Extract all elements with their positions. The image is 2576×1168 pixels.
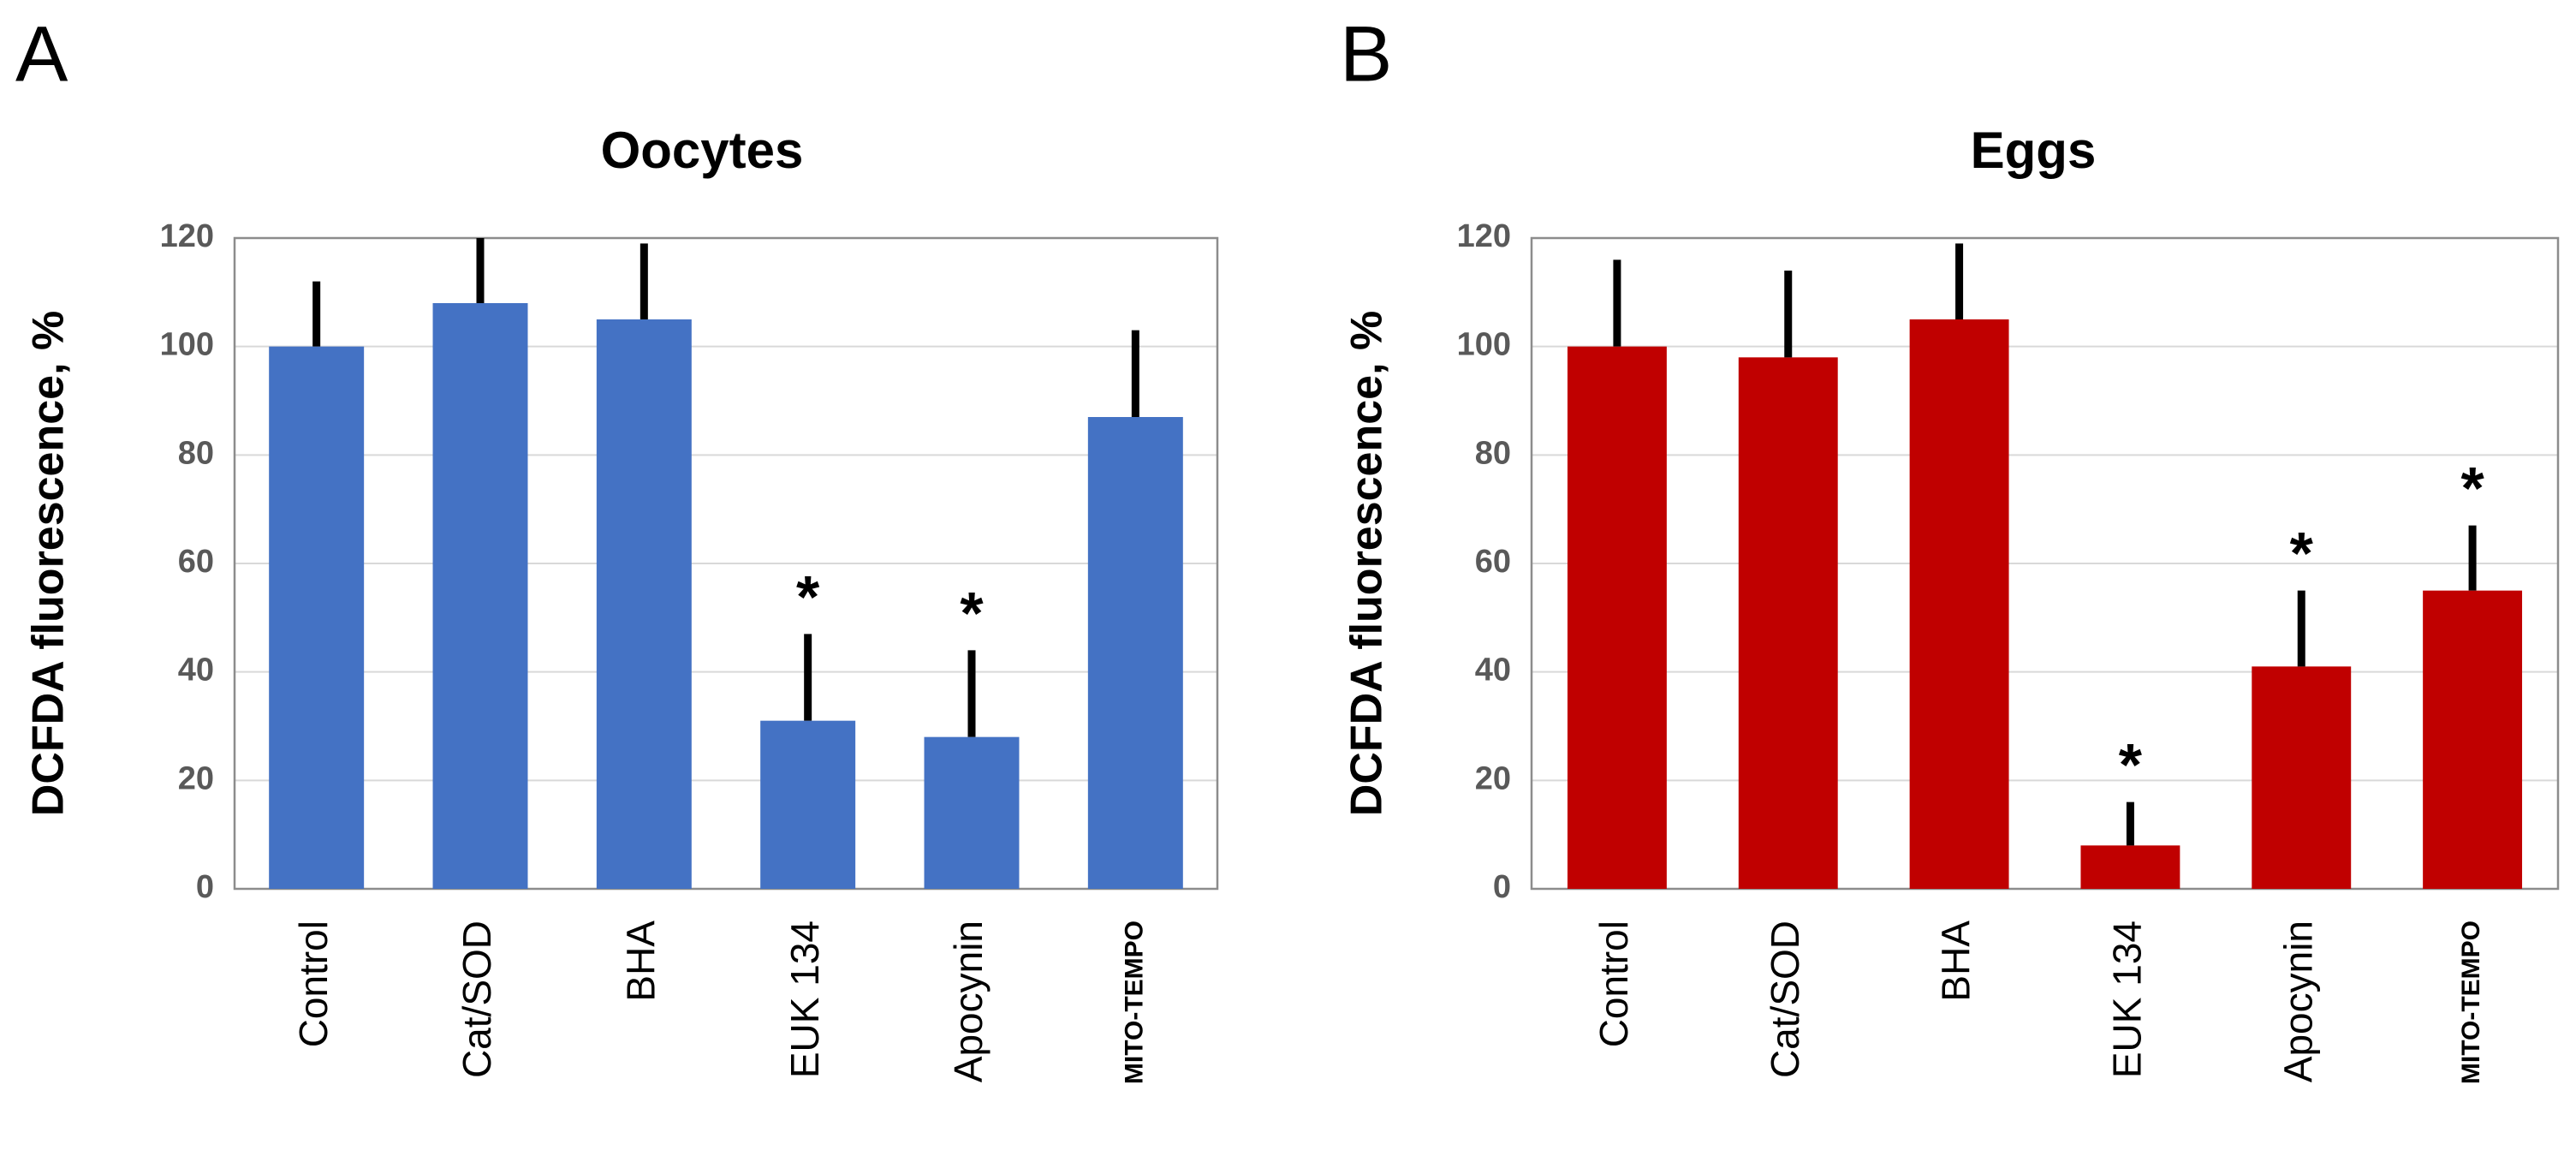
significance-marker: *: [796, 563, 820, 630]
x-tick-label: BHA: [618, 921, 663, 1002]
bar: [924, 736, 1020, 889]
bar: [760, 720, 856, 889]
chart-title: Eggs: [1971, 122, 2097, 179]
x-tick-label: Apocynin: [2276, 921, 2320, 1082]
y-axis-label: DCFDA fluorescence, %: [24, 311, 74, 816]
y-tick-label: 60: [178, 544, 214, 580]
x-tick-label: Apocynin: [946, 921, 991, 1082]
x-tick-label: MITO-TEMPO: [1120, 921, 1148, 1084]
y-tick-label: 80: [1475, 435, 1511, 471]
y-tick-label: 60: [1475, 544, 1511, 580]
significance-marker: *: [960, 580, 984, 647]
bar: [1909, 319, 2009, 889]
y-tick-label: 40: [178, 653, 214, 688]
bar: [1567, 346, 1667, 890]
y-tick-label: 120: [160, 218, 214, 254]
x-tick-label: BHA: [1934, 921, 1978, 1002]
x-tick-label: Control: [291, 921, 336, 1047]
y-tick-label: 0: [196, 869, 214, 905]
chart-title: Oocytes: [601, 122, 804, 179]
y-tick-label: 20: [1475, 760, 1511, 796]
panel-label: B: [1340, 10, 1392, 98]
x-tick-label: EUK 134: [2105, 921, 2150, 1078]
x-tick-label: Cat/SOD: [455, 921, 499, 1078]
y-tick-label: 100: [160, 327, 214, 363]
y-axis-label: DCFDA fluorescence, %: [1342, 311, 1392, 816]
x-tick-label: EUK 134: [782, 921, 827, 1078]
bar: [432, 303, 528, 889]
bar: [269, 346, 365, 890]
y-tick-label: 40: [1475, 653, 1511, 688]
y-tick-label: 120: [1457, 218, 1511, 254]
bar: [2423, 590, 2523, 889]
bar: [2080, 845, 2180, 889]
bar: [596, 319, 692, 889]
y-tick-label: 20: [178, 760, 214, 796]
y-tick-label: 80: [178, 435, 214, 471]
x-tick-label: MITO-TEMPO: [2457, 921, 2485, 1084]
significance-marker: *: [2460, 455, 2484, 521]
bar: [1087, 417, 1183, 889]
significance-marker: *: [2290, 520, 2314, 587]
y-tick-label: 100: [1457, 327, 1511, 363]
x-tick-label: Cat/SOD: [1763, 921, 1807, 1078]
plot-frame: [233, 236, 1219, 891]
x-tick-label: Control: [1591, 921, 1636, 1047]
significance-marker: *: [2119, 731, 2143, 798]
panel-label: A: [15, 10, 68, 98]
bar: [2252, 666, 2352, 889]
bar: [1738, 357, 1838, 889]
plot-frame: [1530, 236, 2560, 891]
y-tick-label: 0: [1493, 869, 1511, 905]
